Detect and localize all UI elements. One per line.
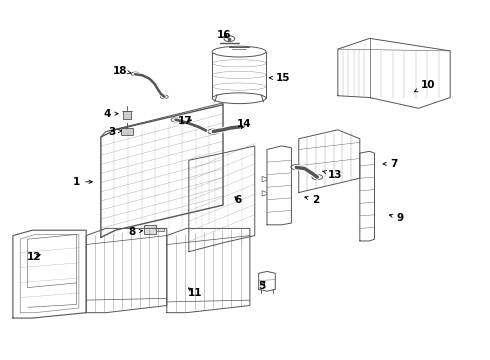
Text: 4: 4 xyxy=(103,109,118,119)
Text: 5: 5 xyxy=(259,281,266,291)
Text: 1: 1 xyxy=(73,177,92,187)
Text: 8: 8 xyxy=(128,227,143,237)
Text: 13: 13 xyxy=(322,170,343,180)
Text: 12: 12 xyxy=(26,252,41,262)
Text: 6: 6 xyxy=(234,195,241,205)
Text: 9: 9 xyxy=(390,213,404,222)
Bar xyxy=(121,128,133,135)
Text: 10: 10 xyxy=(415,80,436,92)
Text: 15: 15 xyxy=(270,73,291,83)
Bar xyxy=(123,111,131,119)
Text: 3: 3 xyxy=(108,127,122,136)
Text: 2: 2 xyxy=(305,195,319,205)
Text: 14: 14 xyxy=(237,120,251,129)
Bar xyxy=(156,228,164,231)
Text: 7: 7 xyxy=(383,159,398,169)
Text: 18: 18 xyxy=(113,66,131,76)
Text: 16: 16 xyxy=(217,30,232,40)
Text: 11: 11 xyxy=(188,288,202,298)
Text: 17: 17 xyxy=(178,116,193,126)
Bar xyxy=(144,225,156,234)
